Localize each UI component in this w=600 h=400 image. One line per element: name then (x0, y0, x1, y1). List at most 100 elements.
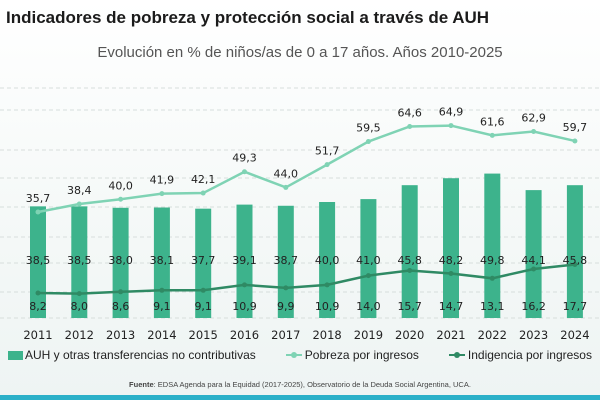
indigencia-data-label: 14,0 (356, 300, 381, 313)
auh-data-label: 45,8 (563, 254, 588, 267)
indigencia-point (76, 291, 82, 297)
legend-swatch-pobreza (285, 352, 302, 358)
pobreza-data-label: 38,4 (67, 184, 92, 197)
pobreza-point (283, 184, 289, 190)
indigencia-data-label: 10,9 (232, 300, 257, 313)
bar-auh (401, 185, 418, 318)
pobreza-line (37, 124, 576, 214)
x-tick-label: 2021 (436, 328, 465, 342)
pobreza-point (407, 123, 413, 129)
auh-data-label: 39,1 (232, 254, 257, 267)
pobreza-point (365, 139, 371, 145)
indigencia-point (283, 285, 289, 291)
pobreza-point (531, 128, 537, 134)
auh-data-label: 38,1 (150, 254, 175, 267)
indigencia-point (200, 287, 206, 293)
indigencia-point (572, 262, 578, 267)
legend-item-pobreza: Pobreza por ingresos (285, 348, 419, 362)
indigencia-data-label: 15,7 (397, 300, 422, 313)
pobreza-data-label: 59,5 (356, 122, 381, 135)
indigencia-data-label: 10,9 (315, 300, 340, 313)
x-tick-label: 2011 (23, 328, 52, 342)
auh-data-label: 48,2 (439, 254, 464, 267)
chart-plot: 35,7 38,4 40,0 41,9 42,1 49,3 44,0 51,7 59,5 64,6… (0, 87, 600, 342)
x-tick-label: 2020 (395, 328, 424, 342)
source-label: Fuente (129, 380, 154, 389)
indigencia-data-label: 8,6 (112, 300, 130, 313)
auh-data-label: 41,0 (356, 254, 381, 267)
indigencia-point (118, 289, 124, 295)
pobreza-data-label: 64,9 (439, 106, 464, 119)
indigencia-point (489, 275, 495, 281)
auh-data-label: 37,7 (191, 254, 216, 267)
bar-auh (360, 199, 377, 318)
legend-label-pobreza: Pobreza por ingresos (304, 348, 419, 362)
pobreza-data-label: 41,9 (150, 174, 175, 187)
indigencia-point (448, 271, 454, 276)
pobreza-data-label: 40,0 (108, 179, 133, 192)
indigencia-data-label: 16,2 (521, 300, 546, 313)
pobreza-data-label: 35,7 (26, 192, 51, 205)
x-tick-label: 2019 (354, 328, 383, 342)
x-tick-label: 2012 (65, 328, 94, 342)
legend-label-auh: AUH y otras transferencias no contributi… (25, 348, 256, 362)
legend: AUH y otras transferencias no contributi… (0, 348, 600, 362)
bar-auh (236, 204, 253, 318)
pobreza-data-label: 61,6 (480, 115, 505, 128)
legend-swatch-indigencia (448, 352, 465, 358)
indigencia-data-label: 8,0 (71, 300, 89, 313)
x-tick-label: 2015 (189, 328, 218, 342)
auh-data-label: 49,8 (480, 254, 505, 267)
indigencia-data-label: 8,2 (29, 300, 47, 313)
pobreza-point (35, 209, 41, 215)
auh-data-label: 38,0 (108, 254, 133, 267)
bar-auh (277, 205, 294, 318)
auh-data-label: 45,8 (397, 254, 422, 267)
auh-data-label: 44,1 (521, 254, 546, 267)
pobreza-data-label: 64,6 (397, 106, 422, 119)
pobreza-data-label: 44,0 (274, 167, 299, 180)
pobreza-point (200, 190, 206, 196)
x-tick-label: 2024 (560, 328, 589, 342)
pobreza-point (489, 132, 495, 138)
indigencia-point (159, 287, 165, 293)
x-tick-label: 2013 (106, 328, 135, 342)
indigencia-point (35, 290, 41, 296)
indigencia-data-label: 9,1 (153, 300, 171, 313)
legend-item-auh: AUH y otras transferencias no contributi… (8, 348, 256, 362)
auh-data-label: 38,5 (26, 254, 51, 267)
indigencia-data-label: 14,7 (439, 300, 464, 313)
indigencia-point (242, 282, 247, 288)
indigencia-data-label: 9,9 (277, 300, 295, 313)
legend-item-indigencia: Indigencia por ingresos (448, 348, 592, 362)
bar-auh (319, 202, 336, 318)
x-tick-label: 2022 (478, 328, 507, 342)
bar-auh (566, 185, 583, 318)
pobreza-data-label: 49,3 (232, 152, 257, 165)
x-tick-label: 2016 (230, 328, 259, 342)
pobreza-point (159, 191, 165, 197)
indigencia-point (324, 282, 330, 288)
indigencia-point (407, 268, 413, 273)
bar-auh (525, 190, 542, 318)
x-tick-label: 2017 (271, 328, 300, 342)
indigencia-data-label: 17,7 (563, 300, 588, 313)
pobreza-point (572, 138, 578, 144)
bar-auh (443, 178, 459, 318)
pobreza-data-label: 59,7 (563, 121, 588, 134)
pobreza-point (324, 162, 330, 168)
pobreza-data-label: 62,9 (521, 111, 546, 124)
source-text: : EDSA Agenda para la Equidad (2017-2025… (153, 380, 471, 389)
pobreza-point (118, 196, 124, 202)
legend-swatch-auh (8, 350, 23, 360)
pobreza-data-label: 51,7 (315, 145, 340, 158)
indigencia-data-label: 9,1 (194, 300, 212, 313)
auh-data-label: 38,7 (274, 254, 299, 267)
pobreza-data-label: 42,1 (191, 173, 216, 186)
chart-subtitle: Evolución en % de niños/as de 0 a 17 año… (97, 44, 503, 61)
bar-auh (71, 206, 88, 318)
bar-auh (484, 173, 501, 318)
indigencia-line (37, 263, 576, 295)
bottom-band (0, 395, 600, 400)
chart-title: Indicadores de pobreza y protección soci… (6, 8, 490, 27)
